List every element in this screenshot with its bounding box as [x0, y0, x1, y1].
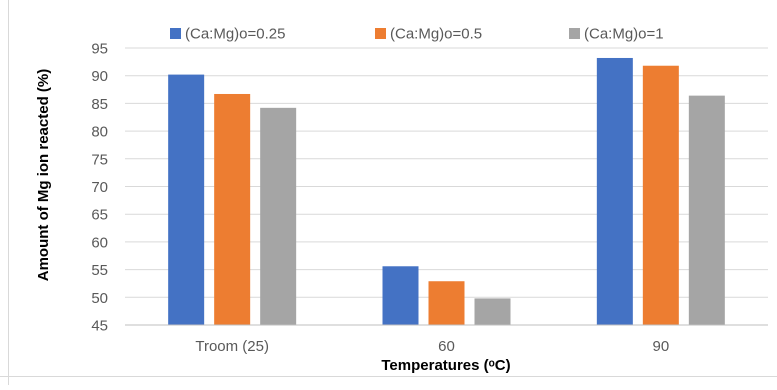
legend-swatch — [569, 28, 580, 39]
y-tick-label: 50 — [91, 290, 108, 307]
x-tick-label: 90 — [652, 338, 669, 355]
x-axis-title: Temperatures (ᵒC) — [381, 357, 510, 374]
legend-label: (Ca:Mg)o=0.25 — [185, 26, 285, 43]
y-tick-label: 55 — [91, 262, 108, 279]
y-axis-title: Amount of Mg ion reacted (%) — [35, 69, 52, 282]
bar — [428, 281, 465, 325]
y-tick-label: 65 — [91, 207, 108, 224]
x-tick-labels: Troom (25) 60 90 — [195, 338, 669, 355]
bar — [382, 266, 419, 325]
bar — [642, 65, 679, 325]
bar — [596, 57, 633, 326]
legend: (Ca:Mg)o=0.25 (Ca:Mg)o=0.5 (Ca:Mg)o=1 — [170, 26, 664, 43]
legend-item: (Ca:Mg)o=1 — [569, 26, 664, 43]
bar — [214, 93, 251, 326]
x-tick-label: 60 — [438, 338, 455, 355]
bar — [474, 298, 511, 325]
y-tick-label: 60 — [91, 234, 108, 251]
bar — [688, 95, 725, 325]
legend-label: (Ca:Mg)o=1 — [584, 26, 664, 43]
bars — [168, 57, 725, 326]
bar — [260, 107, 297, 325]
legend-label: (Ca:Mg)o=0.5 — [390, 26, 482, 43]
legend-item: (Ca:Mg)o=0.5 — [375, 26, 482, 43]
bar — [168, 74, 205, 325]
y-tick-label: 70 — [91, 179, 108, 196]
y-tick-label: 85 — [91, 96, 108, 113]
x-tick-label: Troom (25) — [195, 338, 269, 355]
legend-swatch — [375, 28, 386, 39]
y-tick-label: 95 — [91, 41, 108, 58]
y-tick-label: 45 — [91, 318, 108, 335]
y-tick-label: 75 — [91, 151, 108, 168]
chart-frame-bottom-edge — [0, 376, 777, 377]
y-tick-labels: 45 50 55 60 65 70 75 80 85 90 95 — [91, 41, 108, 335]
legend-item: (Ca:Mg)o=0.25 — [170, 26, 285, 43]
legend-swatch — [170, 28, 181, 39]
y-tick-label: 80 — [91, 124, 108, 141]
y-tick-label: 90 — [91, 68, 108, 85]
chart-frame-left-edge — [8, 0, 9, 385]
